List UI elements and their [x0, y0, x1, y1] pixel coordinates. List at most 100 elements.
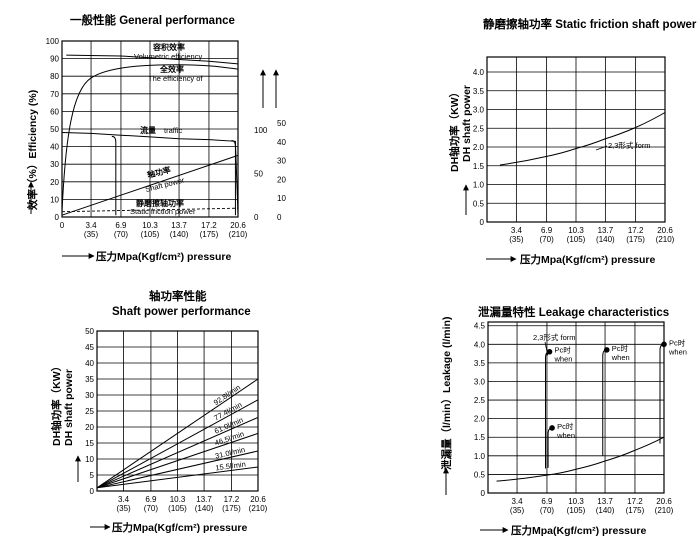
lk-x-tick-sub-5: (210)	[655, 506, 674, 515]
sp-series-label-5: 15.5l/min	[215, 460, 246, 473]
sf-x-tick-1: 6.9	[541, 226, 553, 235]
sp-series	[96, 378, 259, 489]
gp-right-b-tick-1: 10	[277, 194, 286, 203]
lk-x-tick-sub-2: (105)	[567, 506, 586, 515]
static-friction-chart: 静磨擦轴功率 Static friction shaft power 0 0.5 1…	[448, 17, 697, 266]
gp-x-tick-sub-1: (70)	[114, 230, 129, 239]
sf-series	[499, 112, 666, 166]
lk-pc-when-3: when	[668, 347, 687, 356]
lk-pc-when-2: when	[611, 353, 630, 362]
sp-title-cn: 轴功率性能	[149, 289, 207, 303]
sf-y-label-2: DH shaft power	[461, 85, 473, 162]
sf-x-tick-0: 3.4	[511, 226, 523, 235]
gp-y-tick-1: 10	[50, 195, 59, 204]
lk-y-tick-7: 3.5	[474, 359, 486, 368]
lk-y-tick-0: 0	[481, 489, 486, 498]
sf-x-tick-5: 20.6	[657, 226, 673, 235]
lk-pc-label-2: Pc时	[612, 343, 629, 353]
sf-series-label: 2,3形式 form	[608, 140, 651, 150]
sp-x-tick-sub-1: (70)	[144, 504, 159, 513]
sp-x-tick-3: 13.7	[196, 495, 212, 504]
lk-y-tick-9: 4.5	[474, 322, 486, 331]
lk-pc-when-1: when	[556, 431, 575, 440]
lk-x-tick-3: 13.7	[597, 497, 613, 506]
gp-y-tick-7: 70	[50, 90, 59, 99]
sp-x-tick-5: 20.6	[250, 495, 266, 504]
gp-y-label: 效率（%）Efficiency (%)	[26, 90, 39, 210]
sf-title: 静磨擦轴功率 Static friction shaft power	[483, 17, 697, 31]
gp-y-tick-5: 50	[50, 125, 59, 134]
lk-y-tick-1: 0.5	[474, 470, 486, 479]
gp-series	[61, 54, 239, 216]
lk-pc-point-0	[546, 348, 553, 355]
gp-label-static-en: Static friction power	[130, 207, 196, 216]
gp-frame	[61, 40, 239, 218]
gp-x-ticks: 0 3.4(35) 6.9(70) 10.3(105) 13.7(140) 17.2(17…	[60, 221, 248, 239]
gp-title: 一般性能 General performance	[70, 13, 235, 27]
sp-y-tick-9: 45	[85, 343, 94, 352]
gp-x-tick-6: 20.6	[230, 221, 246, 230]
gp-y-tick-6: 60	[50, 107, 59, 116]
gp-flow-drop-0	[111, 135, 117, 216]
lk-pc-label-1: Pc时	[557, 421, 574, 431]
lk-y-tick-4: 2.0	[474, 415, 486, 424]
gp-y-ticks: 0 10 20 30 40 50 60 70 80 90 100	[46, 37, 60, 222]
lk-x-tick-sub-3: (140)	[596, 506, 615, 515]
sp-x-tick-sub-5: (210)	[249, 504, 268, 513]
sp-y-tick-8: 40	[85, 359, 94, 368]
gp-x-tick-sub-3: (140)	[170, 230, 189, 239]
gp-y-tick-0: 0	[55, 213, 60, 222]
lk-y-ticks: 0 0.5 1.0 1.5 2.0 2.5 3.0 3.5 4.0 4.5	[474, 322, 486, 498]
sp-y-tick-6: 30	[85, 391, 94, 400]
sf-y-tick-4: 2.0	[473, 143, 485, 152]
sf-y-tick-3: 1.5	[473, 162, 485, 171]
gp-series-1	[61, 64, 239, 212]
sp-y-label-1: DH轴功率（KW）	[50, 361, 63, 446]
sf-y-tick-0: 0	[480, 218, 485, 227]
gp-right-b-tick-4: 40	[277, 138, 286, 147]
lk-x-tick-sub-4: (175)	[626, 506, 645, 515]
sp-y-tick-5: 25	[85, 407, 94, 416]
lk-y-tick-3: 1.5	[474, 433, 486, 442]
sp-x-tick-2: 10.3	[170, 495, 186, 504]
lk-pc-label-0: Pc时	[555, 345, 572, 355]
lk-x-tick-0: 3.4	[511, 497, 523, 506]
gp-y-tick-9: 90	[50, 55, 59, 64]
sp-y-label-2: DH shaft power	[63, 369, 75, 446]
sf-x-tick-2: 10.3	[568, 226, 584, 235]
shaft-power-chart: 轴功率性能 Shaft power performance 0 5 10 15 20 25…	[50, 289, 268, 534]
lk-x-tick-sub-1: (70)	[540, 506, 555, 515]
sf-y-label-1: DH轴功率（KW）	[448, 87, 461, 172]
sf-x-label: 压力Mpa(Kgf/cm²) pressure	[520, 253, 656, 266]
sf-y-tick-8: 4.0	[473, 68, 485, 77]
sp-y-tick-2: 10	[85, 455, 94, 464]
gp-y-tick-4: 40	[50, 143, 59, 152]
gp-x-tick-1: 3.4	[85, 221, 97, 230]
sp-y-tick-3: 15	[85, 439, 94, 448]
lk-y-tick-2: 1.0	[474, 452, 486, 461]
sf-x-tick-sub-3: (140)	[596, 235, 615, 244]
lk-x-tick-sub-0: (35)	[510, 506, 525, 515]
sp-x-tick-sub-3: (140)	[195, 504, 214, 513]
sf-y-ticks: 0 0.5 1.0 1.5 2.0 2.5 3.0 3.5 4.0	[473, 68, 485, 227]
sp-y-tick-7: 35	[85, 375, 94, 384]
gp-label-volumetric-cn: 容积效率	[152, 42, 185, 52]
gp-label-total-cn: 全效率	[159, 64, 184, 74]
gp-label-total-en: The efficiency of	[148, 74, 203, 83]
gp-label-flow-en: traffic	[164, 126, 182, 135]
gp-right-b-tick-3: 30	[277, 157, 286, 166]
sf-label-leader	[595, 145, 608, 151]
gp-x-label: 压力Mpa(Kgf/cm²) pressure	[96, 250, 232, 263]
sp-x-tick-sub-0: (35)	[116, 504, 131, 513]
sp-y-tick-10: 50	[85, 327, 94, 336]
gp-flow-drop-1	[231, 139, 236, 216]
sf-y-tick-5: 2.5	[473, 124, 485, 133]
sp-y-tick-4: 20	[85, 423, 94, 432]
gp-x-tick-sub-5: (210)	[229, 230, 248, 239]
sp-x-ticks: 3.4(35) 6.9(70) 10.3(105) 13.7(140) 17.2(175…	[116, 495, 267, 513]
sp-series-4	[96, 450, 259, 489]
lk-x-label: 压力Mpa(Kgf/cm²) pressure	[511, 524, 647, 537]
lk-grid	[487, 321, 665, 494]
lk-pc-riser-1	[547, 427, 553, 468]
